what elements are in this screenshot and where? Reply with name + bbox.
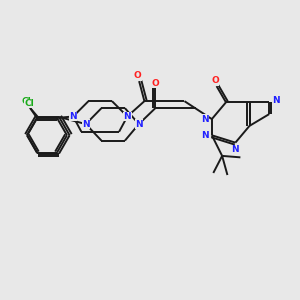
Text: Cl: Cl xyxy=(24,99,34,108)
Text: N: N xyxy=(135,120,142,129)
Text: N: N xyxy=(272,96,280,105)
Text: O: O xyxy=(134,71,142,80)
Text: N: N xyxy=(232,145,239,154)
Text: Cl: Cl xyxy=(22,97,32,106)
Text: N: N xyxy=(201,115,208,124)
Text: O: O xyxy=(211,76,219,85)
Text: N: N xyxy=(82,120,90,129)
Text: N: N xyxy=(69,112,77,121)
Text: N: N xyxy=(124,112,131,121)
Text: O: O xyxy=(152,79,159,88)
Text: N: N xyxy=(201,131,209,140)
